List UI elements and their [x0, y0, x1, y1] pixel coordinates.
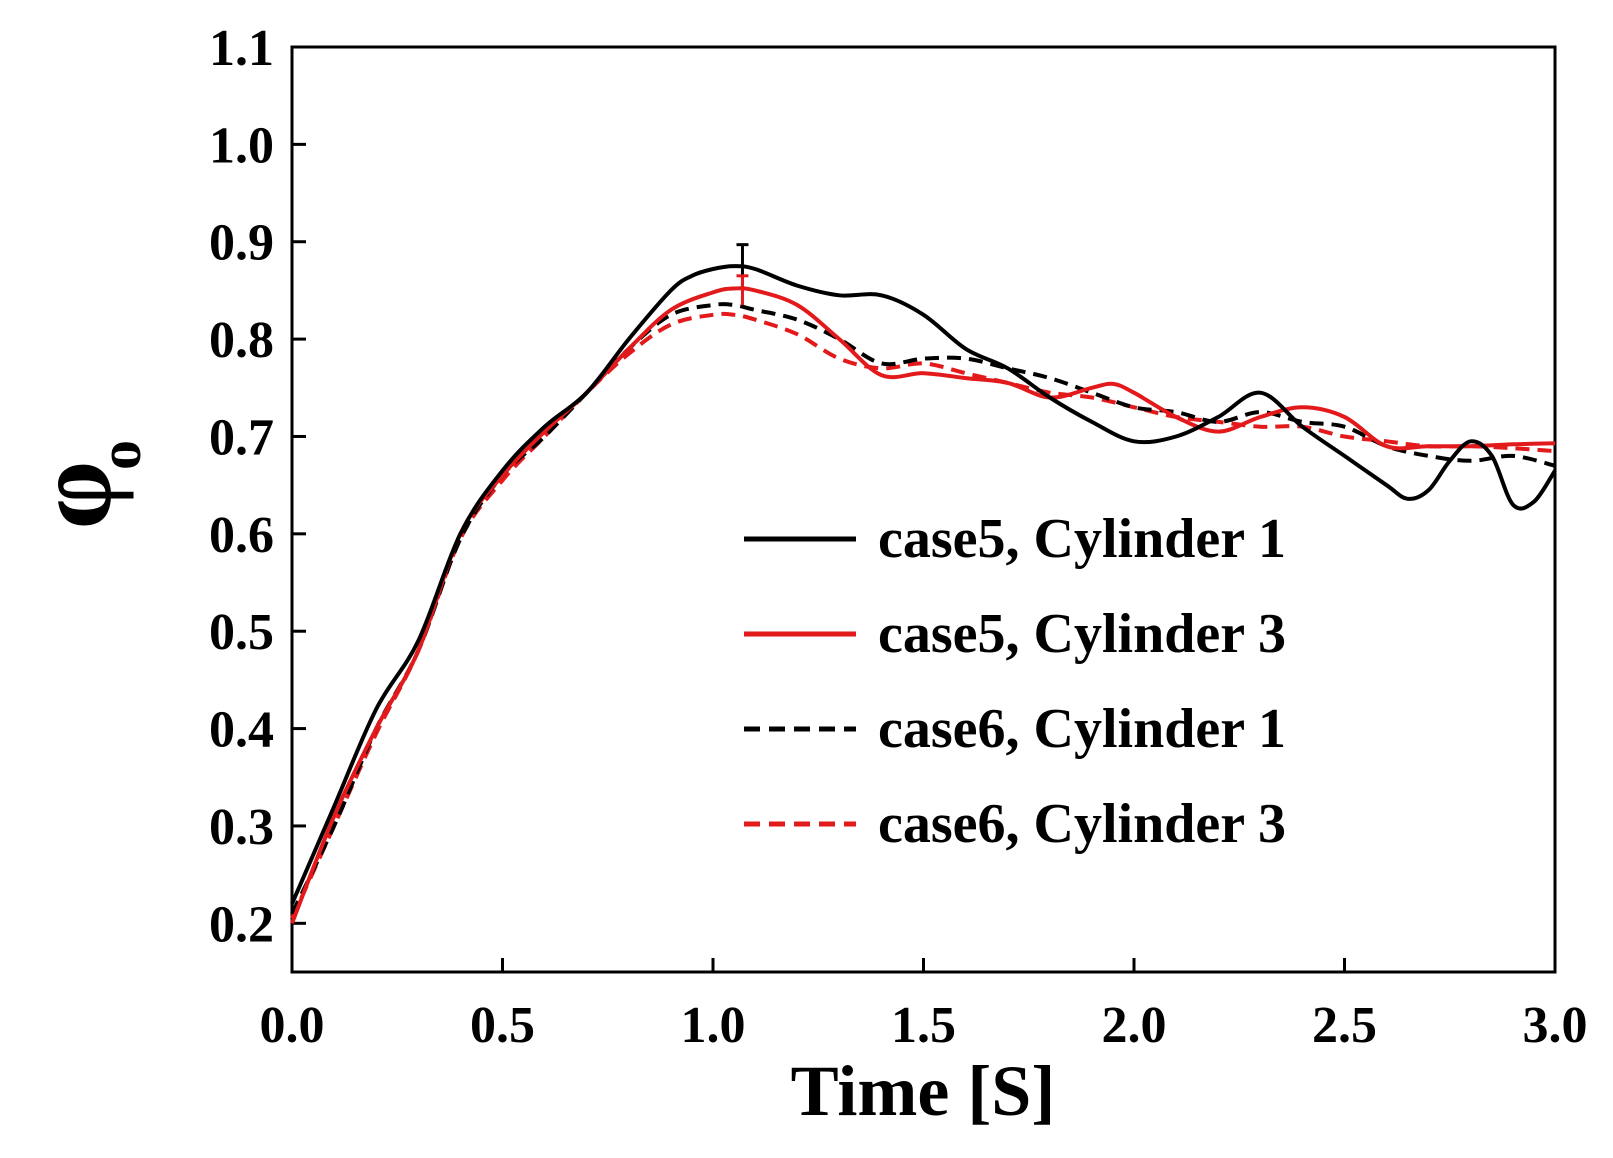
legend-label-1: case5, Cylinder 1	[878, 508, 1286, 570]
y-tick-label: 0.2	[209, 896, 274, 953]
y-tick-label: 0.8	[209, 312, 274, 369]
axis-ticks: 0.0 0.5 1.0 1.5 2.0 2.5 3.0 0.2 0.3 0.4 0.5 0.6 0.7 0…	[209, 20, 1588, 1054]
y-tick-label: 1.0	[209, 117, 274, 174]
legend: case5, Cylinder 1 case5, Cylinder 3 case6,…	[744, 508, 1286, 855]
x-tick-label: 0.0	[260, 997, 325, 1054]
y-tick-label: 0.7	[209, 409, 274, 466]
x-tick-label: 2.0	[1102, 997, 1167, 1054]
y-tick-label: 0.9	[209, 215, 274, 272]
x-tick-label: 1.0	[681, 997, 746, 1054]
y-tick-label: 0.5	[209, 604, 274, 661]
legend-label-2: case5, Cylinder 3	[878, 603, 1286, 665]
x-tick-label: 2.5	[1312, 997, 1377, 1054]
y-tick-label: 1.1	[209, 20, 274, 77]
y-axis-symbol: φ	[12, 461, 134, 530]
legend-label-4: case6, Cylinder 3	[878, 793, 1286, 855]
x-tick-label: 1.5	[891, 997, 956, 1054]
y-axis-subscript: o	[87, 440, 153, 470]
legend-label-3: case6, Cylinder 1	[878, 698, 1286, 760]
y-tick-label: 0.6	[209, 507, 274, 564]
x-tick-label: 3.0	[1523, 997, 1588, 1054]
y-tick-label: 0.3	[209, 799, 274, 856]
y-tick-label: 0.4	[209, 702, 274, 759]
x-axis-title: Time [S]	[791, 1051, 1056, 1131]
series-line-1	[290, 264, 1557, 905]
x-tick-label: 0.5	[470, 997, 535, 1054]
y-axis-title: φ o	[12, 440, 153, 529]
error-bars	[736, 243, 749, 306]
series-layer	[290, 264, 1557, 925]
